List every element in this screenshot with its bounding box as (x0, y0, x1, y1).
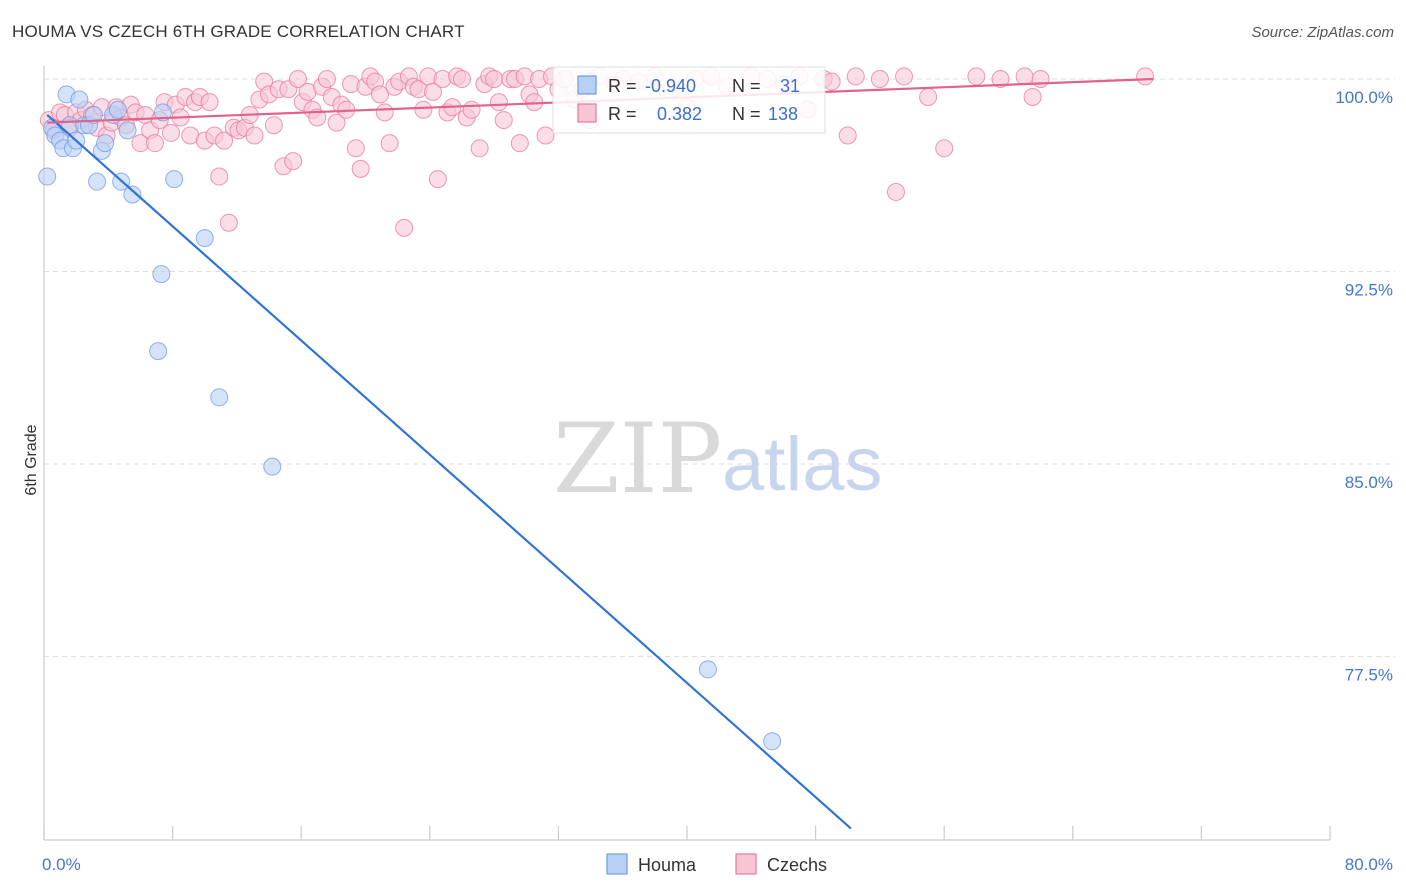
czechs-point (470, 139, 489, 158)
axes (43, 66, 1331, 841)
stats-box-frame (552, 66, 826, 134)
houma-trend-line (46, 114, 852, 830)
houma-point (263, 457, 282, 476)
czechs-point (822, 72, 841, 91)
stats-n-label-houma: N = (732, 76, 761, 96)
czechs-point (346, 139, 365, 158)
czechs-point (489, 93, 508, 112)
legend: Houma Czechs (606, 853, 827, 875)
czechs-point (1136, 67, 1155, 86)
czechs-point (1015, 67, 1034, 86)
czechs-point (485, 70, 504, 88)
stats-r-label-czechs: R = (608, 104, 637, 124)
stats-box: R = -0.940 N = 31 R = 0.382 N = 138 (552, 66, 826, 134)
czechs-point (395, 218, 414, 237)
houma-point (96, 134, 115, 153)
czechs-point (200, 93, 219, 112)
houma-point (698, 660, 717, 679)
houma-point (88, 172, 107, 191)
houma-point (123, 185, 142, 204)
y-tick-label: 100.0% (1335, 88, 1393, 107)
houma-point (210, 388, 229, 407)
x-tick-label: 0.0% (42, 855, 81, 874)
watermark-atlas: atlas (722, 422, 883, 507)
legend-swatch-czechs (735, 853, 757, 875)
czechs-point (245, 126, 264, 145)
czechs-point (145, 134, 164, 153)
czechs-point (838, 126, 857, 145)
legend-label-houma: Houma (638, 855, 697, 875)
chart-title: HOUMA VS CZECH 6TH GRADE CORRELATION CHA… (12, 22, 465, 41)
czechs-point (919, 87, 938, 106)
houma-point (153, 103, 172, 122)
houma-point (84, 105, 103, 124)
czechs-point (536, 126, 555, 145)
czechs-point (846, 67, 865, 86)
czechs-point (288, 70, 307, 88)
y-tick-labels: 77.5% 85.0% 92.5% 100.0% (1335, 88, 1393, 685)
czechs-point (161, 123, 180, 142)
czechs-point (327, 113, 346, 132)
stats-n-value-houma: 31 (780, 76, 800, 96)
czechs-point (462, 100, 481, 119)
czechs-point (895, 67, 914, 86)
czechs-point (380, 134, 399, 153)
houma-point (70, 90, 89, 109)
czechs-point (1023, 87, 1042, 106)
legend-swatch-houma (606, 853, 628, 875)
grid-lines (44, 78, 1395, 658)
houma-point (195, 229, 214, 248)
y-axis-title: 6th Grade (23, 424, 40, 495)
y-tick-label: 77.5% (1345, 666, 1393, 685)
houma-point (763, 732, 782, 751)
czechs-point (935, 139, 954, 158)
czechs-point (264, 116, 283, 135)
czechs-point (414, 100, 433, 119)
y-tick-label: 92.5% (1345, 281, 1393, 300)
czechs-point (210, 167, 229, 186)
x-tick-label: 80.0% (1345, 855, 1393, 874)
stats-r-label-houma: R = (608, 76, 637, 96)
czechs-point (308, 108, 327, 127)
houma-point (152, 265, 171, 284)
czechs-point (284, 152, 303, 171)
czechs-point (510, 134, 529, 153)
czechs-point (219, 213, 238, 232)
houma-point (165, 170, 184, 189)
czechs-point (375, 103, 394, 122)
stats-r-value-czechs: 0.382 (657, 104, 702, 124)
chart-source: Source: ZipAtlas.com (1251, 24, 1394, 41)
czechs-point (424, 82, 443, 101)
czechs-point (317, 70, 336, 88)
x-tick-labels: 0.0% 80.0% (42, 855, 1393, 874)
czechs-point (494, 111, 513, 130)
czechs-point (991, 70, 1010, 88)
czechs-point (370, 85, 389, 104)
czechs-point (886, 182, 905, 201)
houma-point (149, 342, 168, 361)
czechs-point (452, 70, 471, 88)
watermark: ZIP atlas (553, 403, 883, 515)
stats-n-value-czechs: 138 (768, 104, 798, 124)
stats-swatch-houma (577, 75, 597, 95)
czechs-point (1031, 70, 1050, 88)
watermark-zip: ZIP (553, 403, 722, 515)
czechs-point (870, 70, 889, 88)
houma-point (38, 167, 57, 186)
legend-label-czechs: Czechs (767, 855, 827, 875)
stats-n-label-czechs: N = (732, 104, 761, 124)
czechs-point (967, 67, 986, 86)
houma-point (108, 100, 127, 119)
czechs-point (351, 159, 370, 178)
czechs-point (428, 170, 447, 189)
czechs-point (215, 131, 234, 150)
houma-point (118, 121, 137, 140)
stats-swatch-czechs (577, 103, 597, 123)
stats-r-value-houma: -0.940 (645, 76, 696, 96)
y-tick-label: 85.0% (1345, 473, 1393, 492)
